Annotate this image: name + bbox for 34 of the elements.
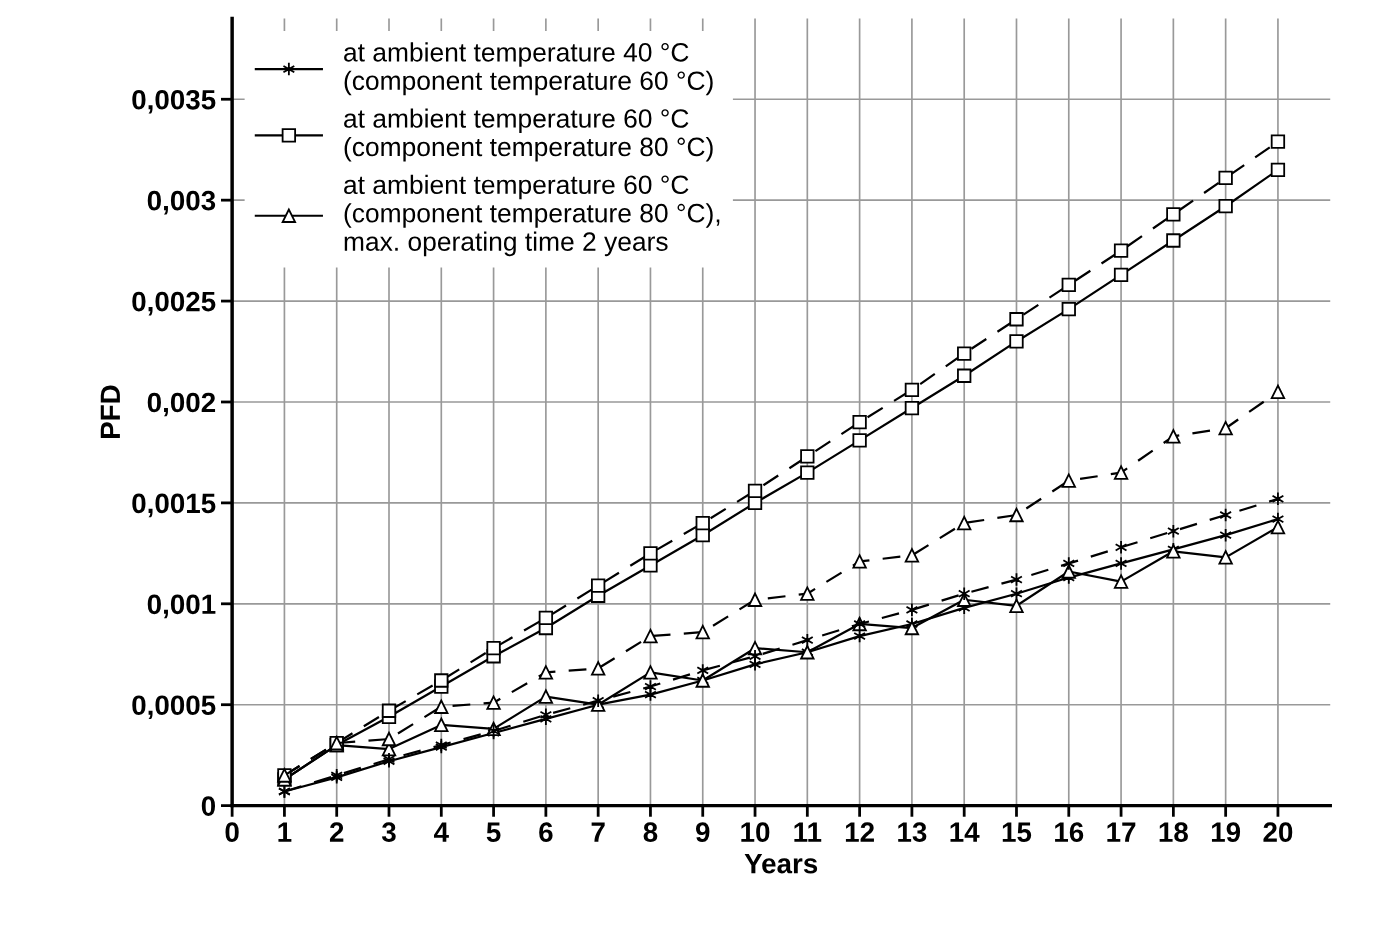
x-tick-label: 17 — [1107, 822, 1136, 842]
y-axis-title: PFD — [100, 385, 120, 438]
x-tick-label: 7 — [591, 822, 605, 842]
x-tick-label: 8 — [643, 822, 658, 842]
x-tick-label: 14 — [950, 822, 980, 842]
x-tick-label: 18 — [1159, 822, 1188, 842]
legend-label: at ambient temperature 60 °C (component temperature 80 °C) — [344, 108, 713, 162]
y-tick-label: 0,003 — [147, 190, 216, 215]
x-tick-label: 16 — [1055, 822, 1084, 842]
x-tick-label: 11 — [794, 822, 822, 842]
x-tick-label: 15 — [1002, 822, 1032, 842]
x-tick-label: 12 — [845, 822, 874, 842]
x-tick-label: 10 — [741, 822, 770, 842]
x-tick-label: 19 — [1211, 822, 1241, 842]
x-tick-label: 0 — [225, 822, 239, 842]
x-tick-label: 9 — [695, 822, 710, 842]
y-tick-label: 0,0015 — [132, 493, 216, 518]
x-tick-label: 2 — [329, 822, 344, 842]
y-tick-label: 0,001 — [147, 594, 216, 619]
y-tick-label: 0 — [201, 796, 216, 816]
x-tick-label: 13 — [898, 822, 927, 843]
y-tick-label: 0,0025 — [132, 291, 216, 316]
x-tick-label: 3 — [381, 822, 396, 843]
x-axis-title: Years — [744, 854, 818, 874]
x-tick-label: 20 — [1263, 822, 1293, 842]
y-tick-label: 0,002 — [147, 392, 216, 417]
x-tick-label: 1 — [278, 822, 292, 842]
y-tick-label: 0,0005 — [132, 695, 216, 720]
y-tick-label: 0,0035 — [132, 89, 216, 114]
legend-label: at ambient temperature 40 °C (component temperature 60 °C) — [344, 42, 713, 96]
x-tick-label: 5 — [486, 822, 501, 842]
x-tick-label: 6 — [539, 822, 553, 842]
legend-label: at ambient temperature 60 °C (component temperature 80 °C), max. operating time 2 years — [344, 174, 720, 257]
x-tick-label: 4 — [433, 822, 449, 842]
